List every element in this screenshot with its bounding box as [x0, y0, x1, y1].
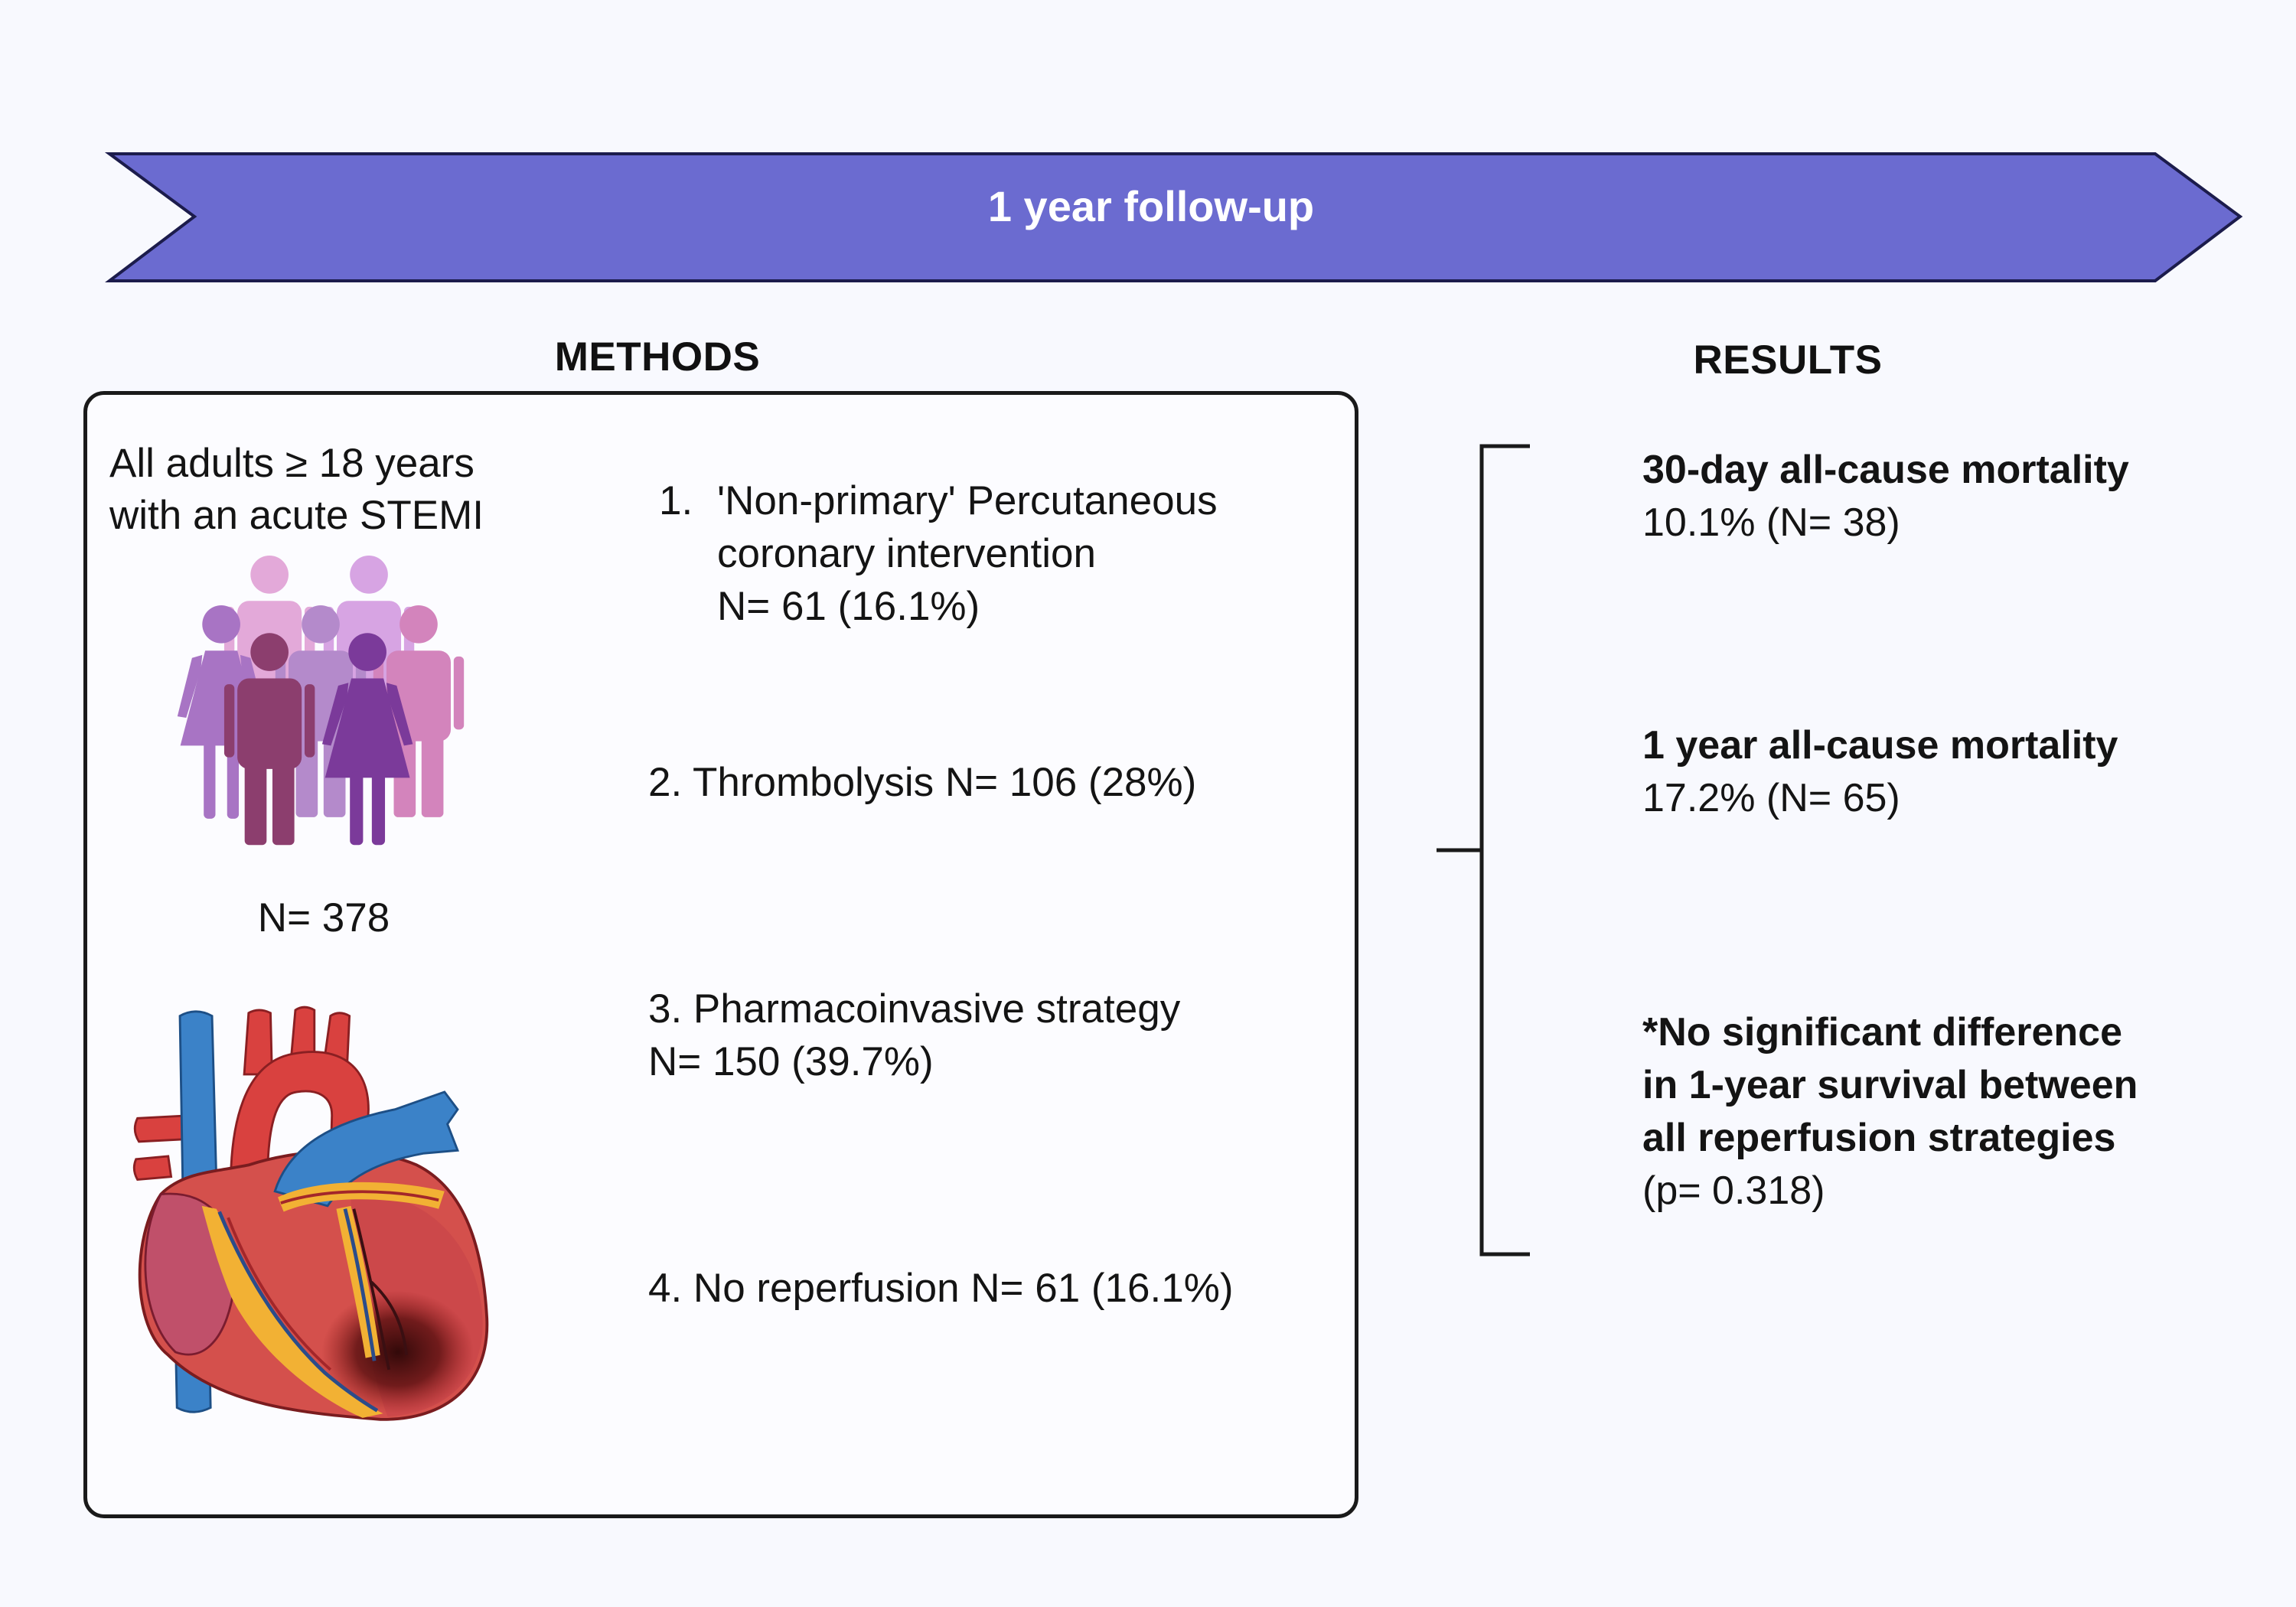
- result-title: all reperfusion strategies: [1642, 1116, 2116, 1160]
- result-value: 17.2% (N= 65): [1642, 776, 1900, 820]
- result-title: *No significant difference: [1642, 1010, 2122, 1054]
- strategy-line: 'Non-primary' Percutaneous: [717, 478, 1218, 523]
- people-group-icon: [177, 556, 465, 846]
- result-value: 10.1% (N= 38): [1642, 500, 1900, 545]
- population-line: All adults ≥ 18 years: [109, 441, 475, 486]
- strategy-line: 4. No reperfusion N= 61 (16.1%): [648, 1266, 1234, 1311]
- population-description: All adults ≥ 18 years with an acute STEM…: [109, 438, 484, 542]
- results-bracket: [1437, 444, 1530, 1257]
- strategy-4: 4. No reperfusion N= 61 (16.1%): [648, 1262, 1234, 1315]
- strategy-3: 3. Pharmacoinvasive strategy N= 150 (39.…: [648, 983, 1180, 1088]
- results-heading: RESULTS: [1693, 337, 1883, 383]
- strategy-line: coronary intervention: [717, 531, 1096, 576]
- person-figure: [321, 633, 413, 846]
- strategy-2: 2. Thrombolysis N= 106 (28%): [648, 756, 1196, 809]
- strategy-line: 3. Pharmacoinvasive strategy: [648, 986, 1181, 1032]
- heart-icon: [132, 1006, 489, 1421]
- result-title: in 1-year survival between: [1642, 1063, 2138, 1107]
- strategy-1-number: 1.: [659, 478, 693, 523]
- person-figure: [223, 633, 315, 846]
- strategy-line: 2. Thrombolysis N= 106 (28%): [648, 760, 1197, 805]
- result-value: (p= 0.318): [1642, 1169, 1825, 1213]
- result-title: 30-day all-cause mortality: [1642, 448, 2129, 492]
- follow-up-banner-arrow: [104, 152, 2243, 282]
- population-count: N= 378: [257, 895, 390, 940]
- strategy-line: N= 150 (39.7%): [648, 1039, 934, 1084]
- result-survival-difference: *No significant difference in 1-year sur…: [1642, 1006, 2138, 1217]
- result-title: 1 year all-cause mortality: [1642, 723, 2118, 768]
- result-1-year-mortality: 1 year all-cause mortality 17.2% (N= 65): [1642, 719, 2118, 825]
- methods-heading: METHODS: [554, 334, 761, 380]
- population-line: with an acute STEMI: [109, 493, 484, 538]
- strategy-line: N= 61 (16.1%): [717, 584, 980, 629]
- strategy-1: 'Non-primary' Percutaneous coronary inte…: [717, 474, 1218, 633]
- banner-label: 1 year follow-up: [987, 182, 1315, 230]
- result-30-day-mortality: 30-day all-cause mortality 10.1% (N= 38): [1642, 444, 2129, 549]
